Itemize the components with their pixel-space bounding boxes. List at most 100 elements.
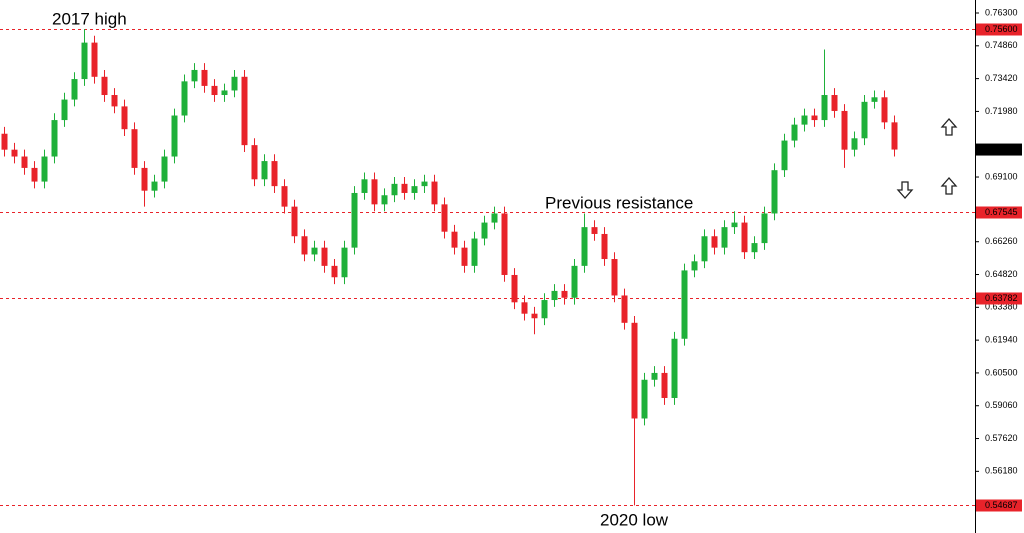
candle-body (691, 261, 698, 271)
y-tick-label: 0.63380 (985, 302, 1018, 312)
candle-body (441, 204, 448, 232)
price-label: 0.75600 (985, 24, 1018, 34)
y-tick-label: 0.73420 (985, 73, 1018, 83)
y-tick-label: 0.76300 (985, 7, 1018, 17)
candle-body (761, 213, 768, 244)
candle-body (1, 133, 8, 150)
candle-body (551, 290, 558, 301)
y-tick-label: 0.69100 (985, 171, 1018, 181)
annotation: 2020 low (600, 510, 669, 529)
candle-body (411, 186, 418, 193)
price-label-box (976, 143, 1022, 156)
candle-body (231, 76, 238, 91)
candle-body (261, 161, 268, 180)
price-label-box (976, 23, 1022, 36)
price-label-box (976, 292, 1022, 305)
candle-body (131, 129, 138, 168)
y-tick-label: 0.57620 (985, 433, 1018, 443)
candle-body (271, 161, 278, 187)
candle-body (221, 90, 228, 96)
candle-body (481, 222, 488, 239)
up-arrow (940, 118, 958, 136)
candle-body (81, 42, 88, 80)
candle-body (471, 238, 478, 266)
candle-body (391, 183, 398, 196)
candle-body (891, 122, 898, 150)
down-arrow (896, 181, 914, 199)
candle-body (791, 124, 798, 141)
candle-body (491, 213, 498, 223)
candle-body (461, 247, 468, 266)
candle-body (541, 300, 548, 319)
candle-body (841, 110, 848, 150)
candle-body (351, 192, 358, 248)
candle-body (701, 236, 708, 262)
candle-body (631, 322, 638, 419)
candle-body (621, 295, 628, 323)
y-tick-label: 0.74860 (985, 40, 1018, 50)
candle-body (211, 85, 218, 96)
candle-body (171, 115, 178, 157)
price-label-box (976, 499, 1022, 512)
candle-body (151, 181, 158, 191)
candle-body (21, 156, 28, 168)
candle-body (651, 372, 658, 380)
candle-body (671, 338, 678, 398)
arrow-icons (896, 118, 958, 199)
y-tick-label: 0.61940 (985, 334, 1018, 344)
candle-body (581, 227, 588, 266)
candle-body (41, 156, 48, 182)
price-label: 0.70306 (985, 144, 1018, 154)
candle-body (881, 97, 888, 123)
candle-body (561, 290, 568, 298)
y-tick-label: 0.59060 (985, 400, 1018, 410)
candle-body (191, 69, 198, 82)
y-tick-label: 0.56180 (985, 466, 1018, 476)
candle-body (301, 236, 308, 255)
candle-body (451, 231, 458, 248)
candle-body (521, 302, 528, 314)
y-tick-label: 0.71980 (985, 106, 1018, 116)
candle-body (51, 120, 58, 157)
candle-body (511, 274, 518, 303)
candle-body (251, 145, 258, 180)
price-label: 0.67545 (985, 207, 1018, 217)
candle-body (181, 81, 188, 116)
candle-body (281, 186, 288, 207)
up-arrow (940, 177, 958, 195)
annotation: Previous resistance (545, 193, 693, 212)
candle-body (91, 42, 98, 77)
candle-body (641, 379, 648, 419)
candle-body (591, 227, 598, 234)
annotation: 2017 high (52, 9, 127, 28)
candle-body (871, 97, 878, 102)
candle-body (771, 170, 778, 214)
candle-body (141, 167, 148, 191)
candle-body (61, 99, 68, 121)
candle-body (851, 138, 858, 150)
candle-body (121, 106, 128, 130)
candle-body (161, 156, 168, 182)
candle-body (711, 236, 718, 248)
candle-body (341, 247, 348, 278)
candle-body (751, 243, 758, 253)
candle-body (11, 149, 18, 157)
candle-body (861, 101, 868, 139)
candle-body (421, 181, 428, 187)
candle-body (381, 195, 388, 205)
candle-body (241, 76, 248, 146)
price-label: 0.63782 (985, 293, 1018, 303)
candle-body (321, 247, 328, 266)
price-label-box (976, 206, 1022, 219)
candle-body (531, 313, 538, 319)
candle-body (291, 206, 298, 237)
candle-body (311, 247, 318, 255)
candle-body (721, 227, 728, 248)
candle-body (331, 265, 338, 278)
candle-body (501, 213, 508, 275)
candle-body (801, 115, 808, 125)
candle-body (71, 79, 78, 100)
candle-body (571, 265, 578, 298)
